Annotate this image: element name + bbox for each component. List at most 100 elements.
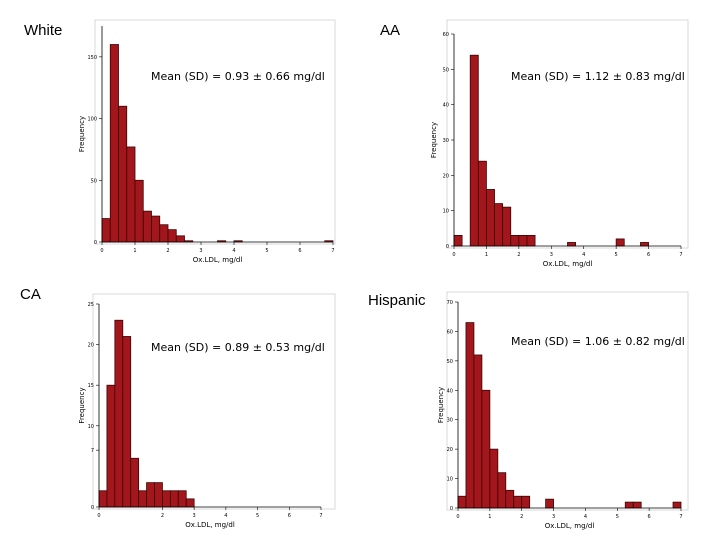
histogram-bar-white-6 <box>151 215 161 243</box>
y-tick-label-ca-3: 15 <box>88 383 94 389</box>
x-tick-label-white-4: 4 <box>232 248 235 254</box>
y-tick-label-hispanic-4: 40 <box>447 388 453 394</box>
histogram-bar-ca-2 <box>114 319 124 508</box>
y-tick-label-ca-5: 25 <box>88 302 94 308</box>
y-tick-label-hispanic-5: 50 <box>447 359 453 365</box>
histogram-bar-white-8 <box>167 229 177 243</box>
y-tick-label-ca-4: 20 <box>88 343 94 349</box>
x-tick-label-white-5: 5 <box>265 248 268 254</box>
x-tick-label-hispanic-5: 5 <box>616 514 619 520</box>
x-tick-label-aa-7: 7 <box>679 252 682 258</box>
x-axis-label: Ox.LDL, mg/dl <box>543 260 593 268</box>
y-tick-label-hispanic-0: 0 <box>450 506 453 512</box>
histogram-bar-white-4 <box>134 179 144 243</box>
histogram-bar-ca-10 <box>177 490 187 508</box>
x-tick-label-white-3: 3 <box>199 248 202 254</box>
x-tick-label-white-1: 1 <box>133 248 136 254</box>
histogram-bar-white-0 <box>101 218 111 243</box>
x-tick-label-aa-6: 6 <box>647 252 650 258</box>
histogram-bar-white-2 <box>118 105 128 243</box>
x-tick-label-white-7: 7 <box>331 248 334 254</box>
y-tick-label-white-0: 0 <box>94 240 97 246</box>
y-tick-label-aa-3: 30 <box>443 138 449 144</box>
histogram-bar-white-5 <box>142 210 152 243</box>
histogram-ca: 0 7 10 15 20 25 0 2 3 4 5 6 7 Ox.LDL, mg/dl Frequency M… <box>78 293 336 529</box>
group-label-ca: CA <box>20 286 41 303</box>
histogram-aa: 0 10 20 30 40 50 60 0 1 2 3 4 5 6 7 Ox.LDL, mg/dl Freque… <box>430 19 689 268</box>
histogram-bar-aa-7 <box>510 234 520 247</box>
histogram-bar-ca-0 <box>98 490 108 508</box>
x-tick-label-ca-6: 7 <box>319 513 322 519</box>
y-tick-label-hispanic-2: 20 <box>447 447 453 453</box>
mean-annotation-aa: Mean (SD) = 1.12 ± 0.83 mg/dl <box>511 70 685 83</box>
y-axis-label: Frequency <box>437 387 445 423</box>
y-tick-label-hispanic-3: 30 <box>447 418 453 424</box>
plot-frame <box>94 19 336 245</box>
x-tick-label-ca-0: 0 <box>97 513 100 519</box>
mean-annotation-hispanic: Mean (SD) = 1.06 ± 0.82 mg/dl <box>511 335 685 348</box>
histogram-bar-aa-8 <box>518 234 528 247</box>
histogram-bar-hispanic-2 <box>473 354 483 509</box>
y-axis-label: Frequency <box>78 116 86 152</box>
histogram-bar-ca-3 <box>122 336 132 508</box>
y-tick-label-ca-0: 0 <box>91 505 94 511</box>
mean-annotation-ca: Mean (SD) = 0.89 ± 0.53 mg/dl <box>151 341 325 354</box>
x-tick-label-aa-3: 3 <box>550 252 553 258</box>
y-tick-label-aa-0: 0 <box>446 244 449 250</box>
histogram-white: 0 50 100 150 0 1 2 3 4 5 6 7 Ox.LDL, mg/dl Frequency M… <box>78 19 336 264</box>
x-tick-label-white-2: 2 <box>166 248 169 254</box>
histogram-bar-ca-1 <box>106 384 116 508</box>
x-tick-label-white-6: 6 <box>298 248 301 254</box>
y-tick-label-hispanic-7: 70 <box>447 300 453 306</box>
y-tick-label-ca-1: 7 <box>91 448 94 454</box>
x-tick-label-aa-1: 1 <box>485 252 488 258</box>
histogram-bar-ca-11 <box>185 498 195 508</box>
histogram-bar-hispanic-27 <box>672 501 682 509</box>
histogram-bar-ca-8 <box>162 490 171 508</box>
x-axis-label: Ox.LDL, mg/dl <box>185 521 235 529</box>
x-tick-label-aa-5: 5 <box>615 252 618 258</box>
histogram-bar-aa-2 <box>469 54 479 247</box>
y-axis-label: Frequency <box>78 387 86 423</box>
x-tick-label-hispanic-2: 2 <box>520 514 523 520</box>
plot-frame <box>92 293 336 510</box>
histogram-bar-hispanic-8 <box>521 495 531 509</box>
histogram-bar-hispanic-11 <box>545 498 554 509</box>
y-tick-label-white-3: 150 <box>87 55 97 61</box>
x-tick-label-aa-4: 4 <box>582 252 585 258</box>
histogram-bar-white-7 <box>159 224 169 243</box>
x-tick-label-hispanic-1: 1 <box>488 514 491 520</box>
x-tick-label-aa-2: 2 <box>517 252 520 258</box>
histogram-bar-aa-14 <box>567 242 577 247</box>
histogram-bar-aa-6 <box>502 206 512 247</box>
plot-frame <box>446 19 689 249</box>
x-tick-label-ca-1: 2 <box>161 513 164 519</box>
y-tick-label-aa-5: 50 <box>443 67 449 73</box>
x-tick-label-aa-0: 0 <box>452 252 455 258</box>
x-tick-label-hispanic-4: 4 <box>584 514 587 520</box>
y-tick-label-hispanic-1: 10 <box>447 477 453 483</box>
histogram-bar-aa-9 <box>526 234 536 247</box>
histogram-bar-hispanic-6 <box>505 489 515 509</box>
x-tick-label-hispanic-3: 3 <box>552 514 555 520</box>
x-tick-label-hispanic-6: 6 <box>648 514 651 520</box>
histogram-bar-ca-9 <box>169 490 179 508</box>
y-axis-label: Frequency <box>430 122 438 158</box>
histogram-hispanic: 0 10 20 30 40 50 60 70 0 1 2 3 4 5 6 7 Ox.LDL, mg/dl Freq… <box>437 291 689 530</box>
y-tick-label-aa-2: 20 <box>443 173 449 179</box>
x-axis-label: Ox.LDL, mg/dl <box>193 256 243 264</box>
x-tick-label-ca-3: 4 <box>224 513 227 519</box>
y-tick-label-white-1: 50 <box>91 178 97 184</box>
histogram-bar-hispanic-1 <box>465 322 475 509</box>
histogram-bar-hispanic-7 <box>513 495 523 509</box>
histogram-panel-aa: 0 10 20 30 40 50 60 0 1 2 3 4 5 6 7 Ox.LDL, mg/dl Freque… <box>425 18 690 270</box>
x-tick-label-hispanic-0: 0 <box>456 514 459 520</box>
histogram-bar-hispanic-4 <box>489 448 499 509</box>
histogram-bar-aa-0 <box>453 234 463 247</box>
y-tick-label-aa-1: 10 <box>443 209 449 215</box>
y-tick-label-aa-4: 40 <box>443 103 449 109</box>
histogram-bar-ca-4 <box>130 457 140 508</box>
histogram-panel-hispanic: 0 10 20 30 40 50 60 70 0 1 2 3 4 5 6 7 Ox.LDL, mg/dl Freq… <box>425 290 690 530</box>
histogram-bar-white-3 <box>126 146 136 243</box>
histogram-bar-ca-6 <box>146 482 155 508</box>
